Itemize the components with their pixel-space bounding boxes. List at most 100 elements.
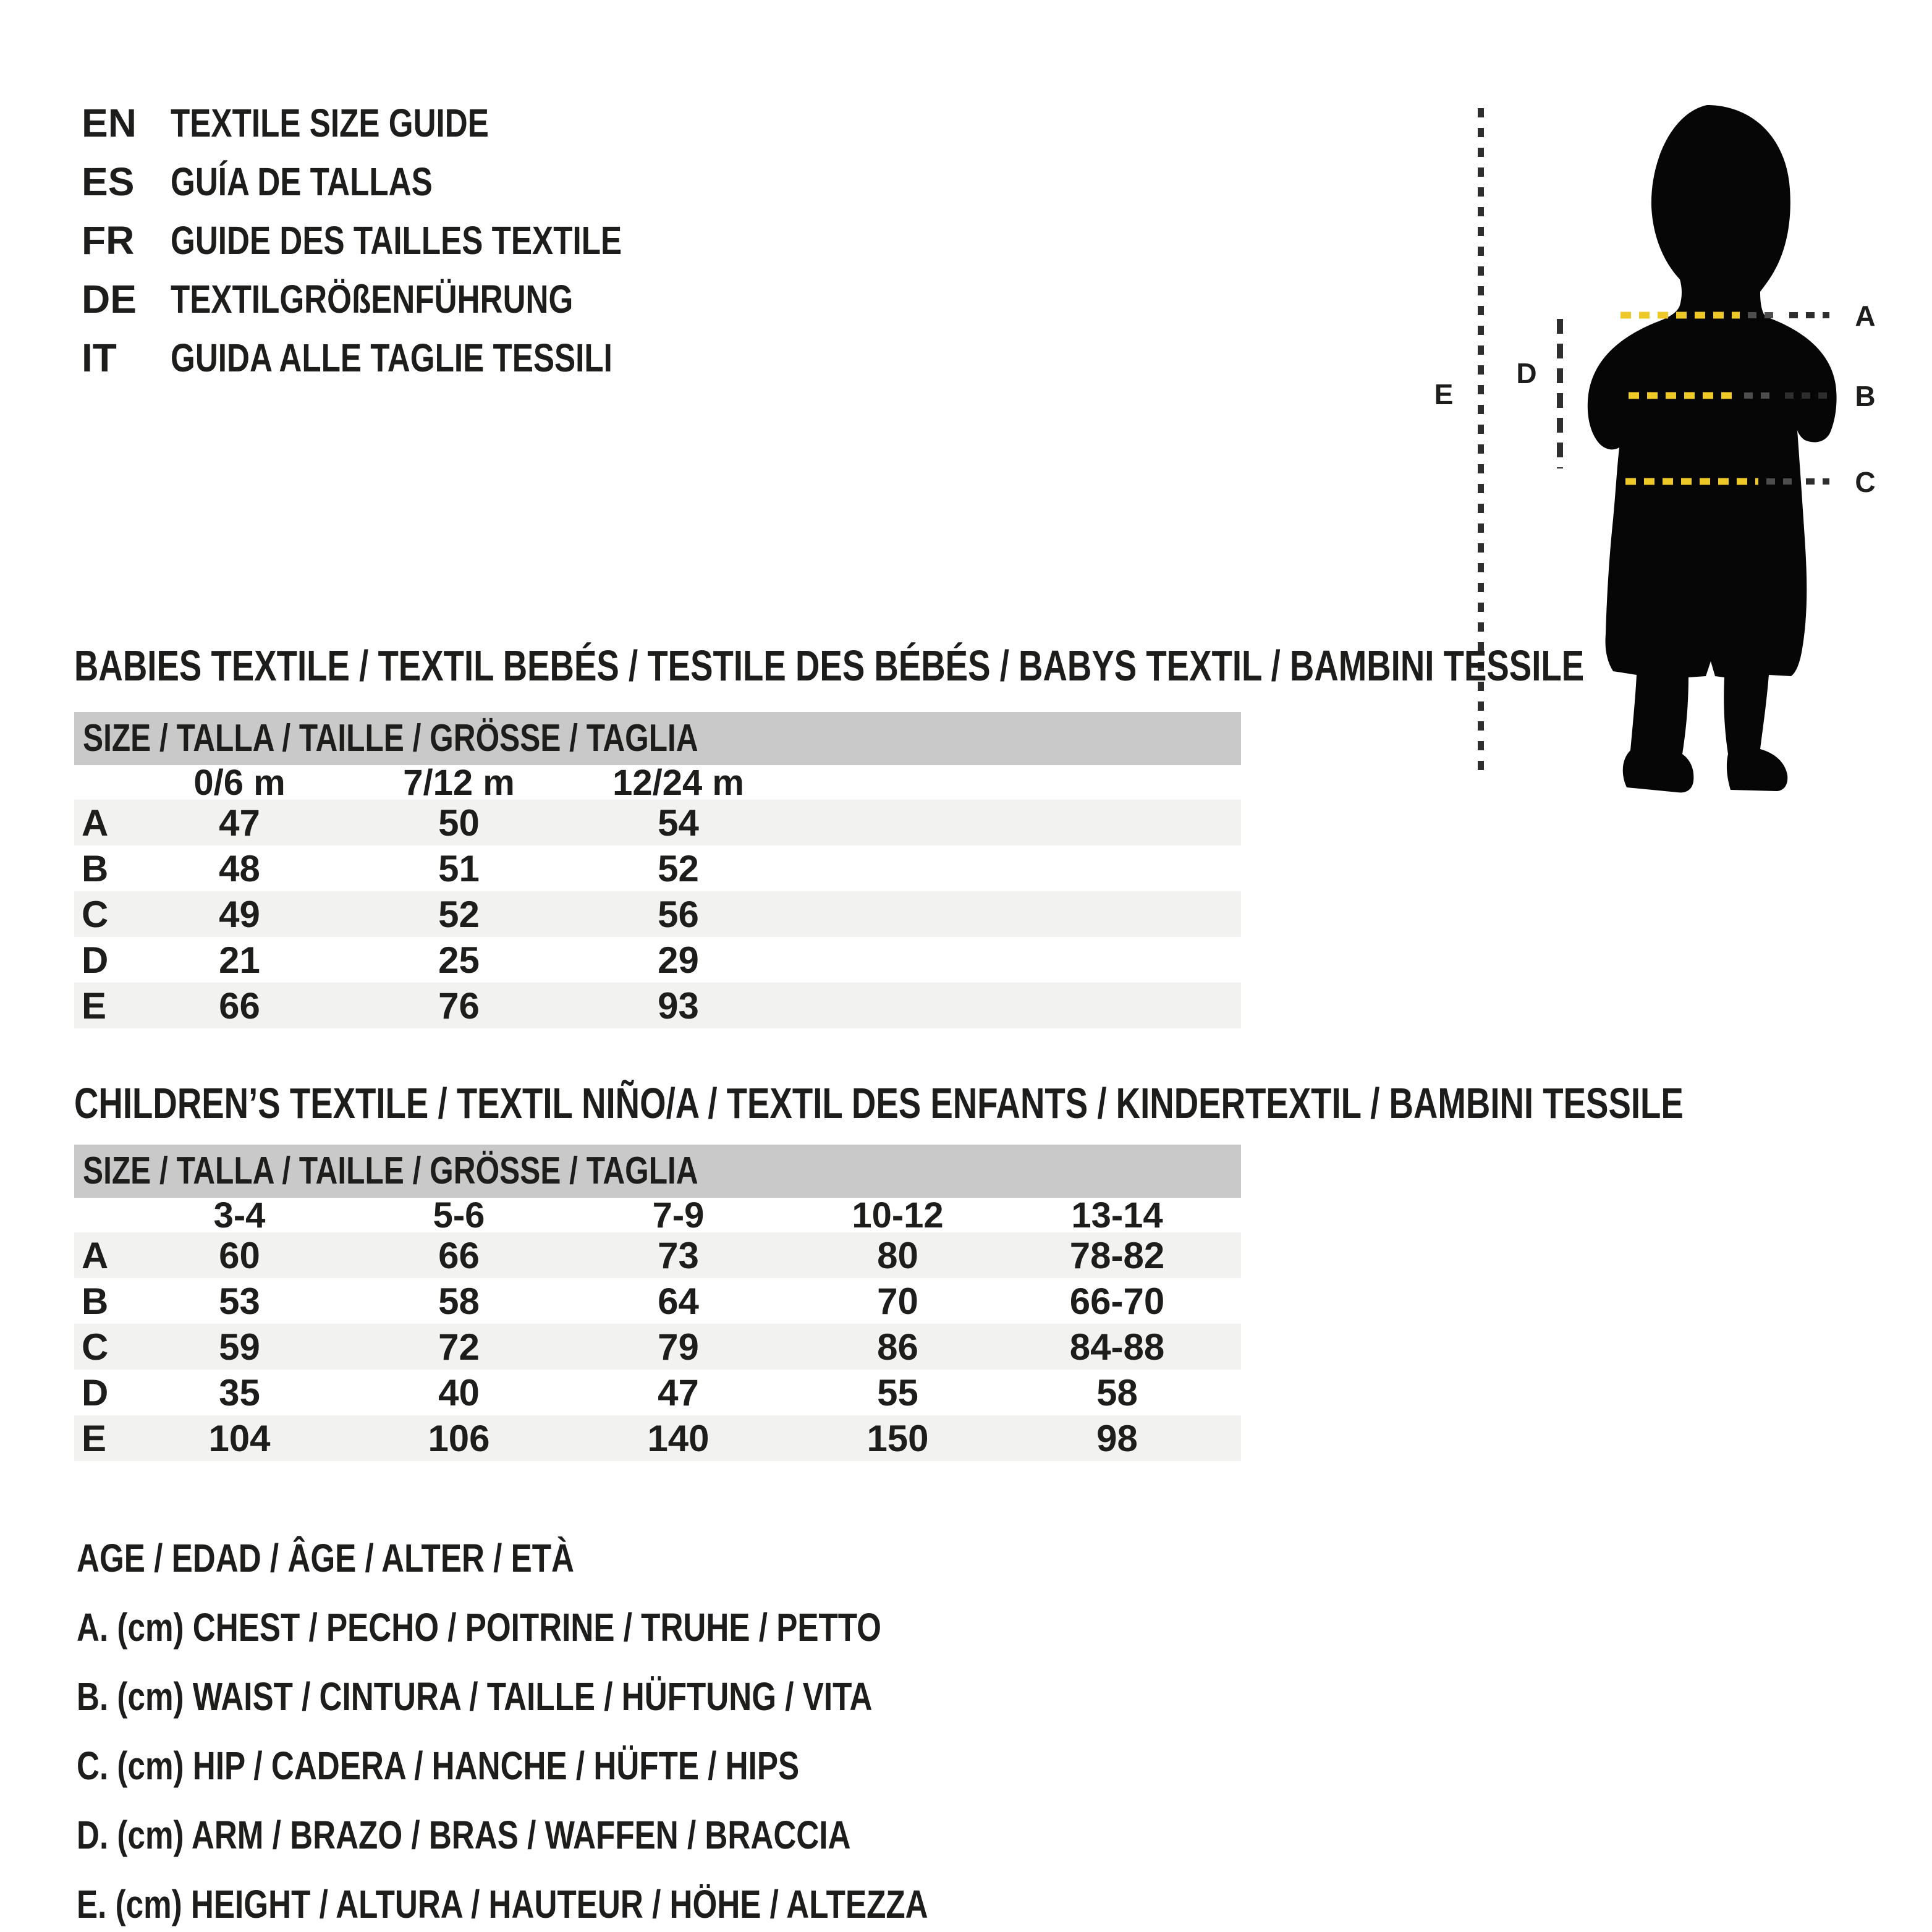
table-cell: 66 (438, 1234, 480, 1276)
language-code: ES (82, 159, 135, 204)
babies-section-title: BABIES TEXTILE / TEXTIL BEBÉS / TESTILE … (74, 643, 1932, 688)
measure-label-b: B (1855, 380, 1875, 412)
table-cell: 86 (877, 1326, 918, 1368)
legend-text: AGE / EDAD / ÂGE / ALTER / ETÀ (77, 1536, 575, 1580)
row-label: D (82, 939, 109, 981)
column-header: 7-9 (652, 1195, 705, 1235)
measure-label-a: A (1855, 300, 1875, 332)
language-code: DE (82, 277, 137, 321)
table-cell: 84-88 (1069, 1326, 1165, 1368)
language-row-es: ES GUÍA DE TALLAS (82, 158, 498, 206)
table-cell: 58 (1096, 1371, 1138, 1413)
table-cell: 72 (438, 1326, 480, 1368)
table-cell: 60 (219, 1234, 260, 1276)
table-cell: 58 (438, 1280, 480, 1322)
legend-text: B. (cm) WAIST / CINTURA / TAILLE / HÜFTU… (77, 1674, 873, 1719)
table-cell: 54 (658, 802, 699, 844)
table-cell: 104 (208, 1417, 271, 1459)
row-label: A (82, 1234, 109, 1276)
language-title: TEXTILE SIZE GUIDE (171, 101, 489, 145)
children-section-title-text: CHILDREN’S TEXTILE / TEXTIL NIÑO/A / TEX… (74, 1079, 1684, 1127)
table-cell: 49 (219, 893, 260, 935)
row-label: C (82, 1326, 109, 1368)
row-label: C (82, 893, 109, 935)
table-cell: 47 (219, 802, 260, 844)
table-cell: 98 (1096, 1417, 1138, 1459)
language-row-fr: FR GUIDE DES TAILLES TEXTILE (82, 216, 735, 265)
row-label: B (82, 1280, 109, 1322)
language-title: GUIDE DES TAILLES TEXTILE (171, 218, 622, 263)
table-cell: 55 (877, 1371, 918, 1413)
table-cell: 93 (658, 985, 699, 1027)
children-section-title: CHILDREN’S TEXTILE / TEXTIL NIÑO/A / TEX… (74, 1080, 1932, 1126)
row-label: D (82, 1371, 109, 1413)
column-header: 7/12 m (403, 762, 515, 803)
table-cell: 140 (647, 1417, 710, 1459)
table-cell: 40 (438, 1371, 480, 1413)
table-cell: 52 (658, 847, 699, 889)
table-cell: 56 (658, 893, 699, 935)
measure-label-e: E (1434, 378, 1454, 410)
table-cell: 59 (219, 1326, 260, 1368)
table-cell: 53 (219, 1280, 260, 1322)
measurement-figure-diagram: A B C D E (1434, 105, 1876, 793)
children-size-header-bar: SIZE / TALLA / TAILLE / GRÖSSE / TAGLIA (74, 1145, 1241, 1198)
table-cell: 48 (219, 847, 260, 889)
column-header: 5-6 (433, 1195, 485, 1235)
measure-label-d: D (1516, 357, 1536, 389)
language-title: GUIDA ALLE TAGLIE TESSILI (171, 336, 612, 380)
table-cell: 150 (866, 1417, 929, 1459)
language-row-en: EN TEXTILE SIZE GUIDE (82, 99, 569, 147)
babies-size-header-bar: SIZE / TALLA / TAILLE / GRÖSSE / TAGLIA (74, 712, 1241, 765)
children-size-header-text: SIZE / TALLA / TAILLE / GRÖSSE / TAGLIA (83, 1150, 698, 1192)
language-row-it: IT GUIDA ALLE TAGLIE TESSILI (82, 334, 723, 382)
table-cell: 66-70 (1069, 1280, 1165, 1322)
language-title: GUÍA DE TALLAS (171, 159, 433, 204)
table-row: B 48 51 52 (74, 845, 1241, 891)
language-row-de: DE TEXTILGRÖßENFÜHRUNG (82, 275, 674, 323)
legend-text: D. (cm) ARM / BRAZO / BRAS / WAFFEN / BR… (77, 1813, 851, 1857)
table-cell: 80 (877, 1234, 918, 1276)
table-row: C 59 72 79 86 84-88 (74, 1324, 1241, 1370)
table-cell: 51 (438, 847, 480, 889)
column-header: 0/6 m (193, 762, 286, 803)
children-size-table: 3-4 5-6 7-9 10-12 13-14 A 60 66 73 80 78… (74, 1195, 1241, 1461)
language-code: FR (82, 218, 135, 263)
measure-label-c: C (1855, 466, 1875, 498)
legend-line-hip: C. (cm) HIP / CADERA / HANCHE / HÜFTE / … (77, 1744, 980, 1787)
column-header: 12/24 m (612, 762, 744, 803)
babies-size-table: 0/6 m 7/12 m 12/24 m A 47 50 54 B 48 51 … (74, 762, 1241, 1028)
table-cell: 79 (658, 1326, 699, 1368)
table-cell: 73 (658, 1234, 699, 1276)
table-row: A 47 50 54 (74, 800, 1241, 845)
table-cell: 35 (219, 1371, 260, 1413)
row-label: E (82, 985, 107, 1027)
table-cell: 66 (219, 985, 260, 1027)
language-code: IT (82, 336, 117, 380)
legend-text: A. (cm) CHEST / PECHO / POITRINE / TRUHE… (77, 1605, 881, 1650)
table-cell: 76 (438, 985, 480, 1027)
table-cell: 78-82 (1069, 1234, 1165, 1276)
children-column-header-row: 3-4 5-6 7-9 10-12 13-14 (74, 1195, 1241, 1235)
table-cell: 50 (438, 802, 480, 844)
legend-line-height: E. (cm) HEIGHT / ALTURA / HAUTEUR / HÖHE… (77, 1883, 1141, 1926)
column-header: 3-4 (213, 1195, 266, 1235)
table-cell: 52 (438, 893, 480, 935)
table-row: D 21 25 29 (74, 937, 1241, 983)
table-cell: 64 (658, 1280, 699, 1322)
table-row: E 66 76 93 (74, 983, 1241, 1028)
table-row: C 49 52 56 (74, 891, 1241, 937)
row-label: E (82, 1417, 107, 1459)
babies-section-title-text: BABIES TEXTILE / TEXTIL BEBÉS / TESTILE … (74, 642, 1585, 690)
child-silhouette (1587, 105, 1837, 793)
table-row: E 104 106 140 150 98 (74, 1415, 1241, 1461)
babies-column-header-row: 0/6 m 7/12 m 12/24 m (74, 762, 1241, 803)
table-cell: 25 (438, 939, 480, 981)
legend-line-arm: D. (cm) ARM / BRAZO / BRAS / WAFFEN / BR… (77, 1813, 1044, 1857)
legend-line-chest: A. (cm) CHEST / PECHO / POITRINE / TRUHE… (77, 1606, 1082, 1649)
babies-size-header-text: SIZE / TALLA / TAILLE / GRÖSSE / TAGLIA (83, 717, 698, 760)
table-row: D 35 40 47 55 58 (74, 1370, 1241, 1415)
table-cell: 29 (658, 939, 699, 981)
row-label: A (82, 802, 109, 844)
